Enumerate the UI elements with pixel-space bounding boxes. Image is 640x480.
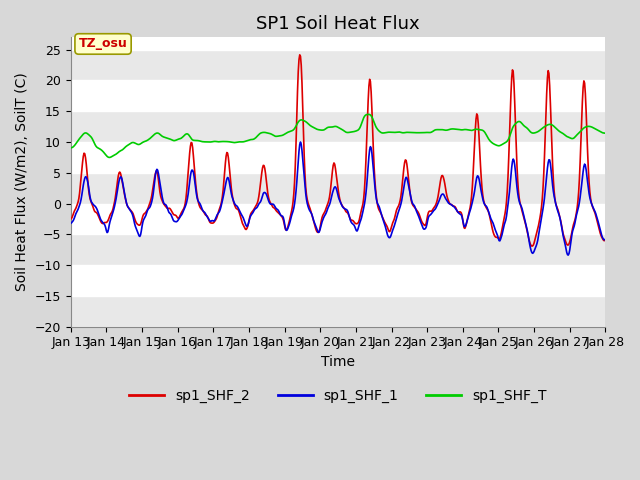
Title: SP1 Soil Heat Flux: SP1 Soil Heat Flux bbox=[256, 15, 420, 33]
Bar bbox=[70, 296, 605, 327]
sp1_SHF_1 bbox=[77, 200, 84, 205]
sp1_SHF_1 bbox=[404, 178, 412, 183]
sp1_SHF_1 bbox=[132, 224, 140, 229]
sp1_SHF_2 bbox=[67, 216, 74, 222]
sp1_SHF_T bbox=[602, 131, 609, 136]
sp1_SHF_T bbox=[420, 130, 428, 135]
sp1_SHF_2 bbox=[132, 218, 140, 224]
sp1_SHF_T bbox=[106, 155, 113, 160]
Y-axis label: Soil Heat Flux (W/m2), SoilT (C): Soil Heat Flux (W/m2), SoilT (C) bbox=[15, 72, 29, 291]
Line: sp1_SHF_2: sp1_SHF_2 bbox=[70, 55, 605, 246]
sp1_SHF_T bbox=[77, 135, 84, 141]
sp1_SHF_1 bbox=[67, 221, 74, 227]
Legend: sp1_SHF_2, sp1_SHF_1, sp1_SHF_T: sp1_SHF_2, sp1_SHF_1, sp1_SHF_T bbox=[124, 383, 552, 408]
Line: sp1_SHF_T: sp1_SHF_T bbox=[70, 114, 605, 157]
sp1_SHF_T bbox=[67, 145, 74, 151]
X-axis label: Time: Time bbox=[321, 355, 355, 369]
sp1_SHF_1 bbox=[564, 252, 572, 258]
Text: TZ_osu: TZ_osu bbox=[79, 37, 127, 50]
Bar bbox=[70, 49, 605, 81]
sp1_SHF_T bbox=[364, 111, 372, 117]
sp1_SHF_1 bbox=[602, 237, 609, 242]
sp1_SHF_2 bbox=[214, 211, 222, 216]
sp1_SHF_2 bbox=[296, 52, 303, 58]
sp1_SHF_2 bbox=[404, 168, 412, 173]
sp1_SHF_2 bbox=[77, 183, 84, 189]
Bar bbox=[70, 173, 605, 204]
Line: sp1_SHF_1: sp1_SHF_1 bbox=[70, 142, 605, 255]
sp1_SHF_T bbox=[132, 141, 140, 146]
Bar bbox=[70, 234, 605, 265]
sp1_SHF_2 bbox=[186, 150, 193, 156]
sp1_SHF_1 bbox=[214, 211, 222, 216]
Bar bbox=[70, 111, 605, 142]
sp1_SHF_2 bbox=[528, 243, 536, 249]
sp1_SHF_1 bbox=[297, 139, 305, 145]
sp1_SHF_T bbox=[404, 130, 412, 135]
sp1_SHF_1 bbox=[419, 226, 427, 231]
sp1_SHF_T bbox=[215, 139, 223, 144]
sp1_SHF_T bbox=[187, 134, 195, 140]
sp1_SHF_1 bbox=[186, 179, 193, 185]
sp1_SHF_2 bbox=[419, 221, 427, 227]
sp1_SHF_2 bbox=[602, 237, 609, 243]
